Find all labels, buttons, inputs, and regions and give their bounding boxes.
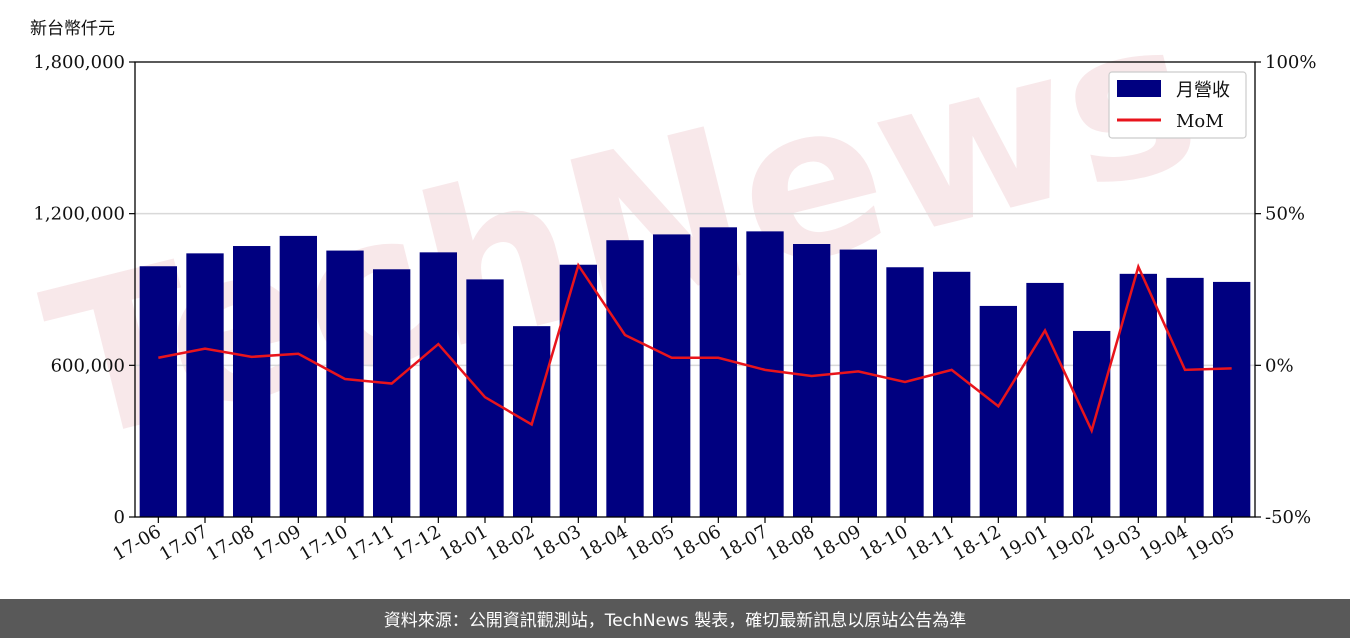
x-tick-label: 18-02 [483, 521, 538, 565]
bar [1166, 277, 1204, 517]
y-left-tick-label: 0 [114, 507, 125, 528]
bar [233, 246, 271, 517]
legend: 月營收 MoM [1108, 71, 1247, 139]
source-footer-text: 資料來源：公開資訊觀測站，TechNews 製表，確切最新訊息以原站公告為準 [383, 611, 967, 631]
x-tick-label: 18-09 [809, 521, 864, 565]
x-tick-label: 17-09 [249, 521, 304, 565]
bar [139, 266, 177, 517]
x-tick-label: 19-04 [1136, 521, 1191, 565]
x-tick-label: 18-05 [623, 521, 678, 565]
x-tick-label: 19-01 [996, 521, 1051, 565]
y-right-tick-label: -50% [1265, 507, 1311, 528]
y-left-tick-label: 600,000 [51, 355, 125, 376]
bar [653, 234, 691, 517]
y-right-tick-label: 100% [1265, 52, 1316, 73]
bar [746, 231, 784, 517]
bar [326, 250, 364, 518]
x-tick-label: 19-02 [1043, 521, 1098, 565]
x-tick-label: 18-07 [716, 521, 771, 565]
mom-line [158, 262, 1232, 435]
bar [419, 252, 457, 517]
x-tick-label: 17-12 [389, 521, 444, 565]
bar-series-revenue [139, 227, 1251, 518]
bar [279, 235, 317, 517]
bar [793, 244, 831, 517]
y-axis-unit-label: 新台幣仟元 [30, 19, 115, 39]
bar [1213, 281, 1251, 517]
bar [979, 305, 1017, 517]
y-right-tick-label: 50% [1265, 204, 1305, 225]
x-tick-label: 18-03 [529, 521, 584, 565]
x-tick-label: 18-10 [856, 521, 911, 565]
y-right-tick-label: 0% [1265, 355, 1294, 376]
line-series-mom [158, 262, 1232, 435]
bar [886, 267, 924, 517]
bar [1073, 330, 1111, 517]
y-left-tick-label: 1,200,000 [33, 204, 125, 225]
bar [933, 271, 971, 517]
x-tick-label: 17-10 [296, 521, 351, 565]
x-tick-label: 18-12 [949, 521, 1004, 565]
x-tick-label: 17-08 [203, 521, 258, 565]
x-tick-label: 17-07 [156, 521, 211, 565]
bar [699, 227, 737, 518]
chart: TechNews 0600,0001,200,0001,800,000-50%0… [26, 0, 1317, 565]
x-tick-label: 19-05 [1183, 521, 1238, 565]
x-tick-label: 18-06 [669, 521, 724, 565]
x-tick-label: 17-11 [343, 521, 398, 565]
y-left-tick-label: 1,800,000 [33, 52, 125, 73]
bar [559, 264, 597, 517]
x-tick-label: 18-01 [436, 521, 491, 565]
x-tick-label: 18-11 [903, 521, 958, 565]
bar [606, 240, 644, 518]
bar [1026, 282, 1064, 517]
legend-swatch-revenue [1117, 80, 1161, 97]
bar [373, 269, 411, 517]
plot-frame [134, 61, 1256, 518]
bar [186, 253, 224, 517]
x-tick-label: 18-08 [763, 521, 818, 565]
legend-label-mom: MoM [1176, 111, 1224, 132]
bar [839, 249, 877, 518]
x-tick-label: 19-03 [1089, 521, 1144, 565]
x-tick-label: 18-04 [576, 521, 631, 565]
legend-label-revenue: 月營收 [1176, 80, 1230, 101]
source-footer: 資料來源：公開資訊觀測站，TechNews 製表，確切最新訊息以原站公告為準 [0, 599, 1350, 638]
